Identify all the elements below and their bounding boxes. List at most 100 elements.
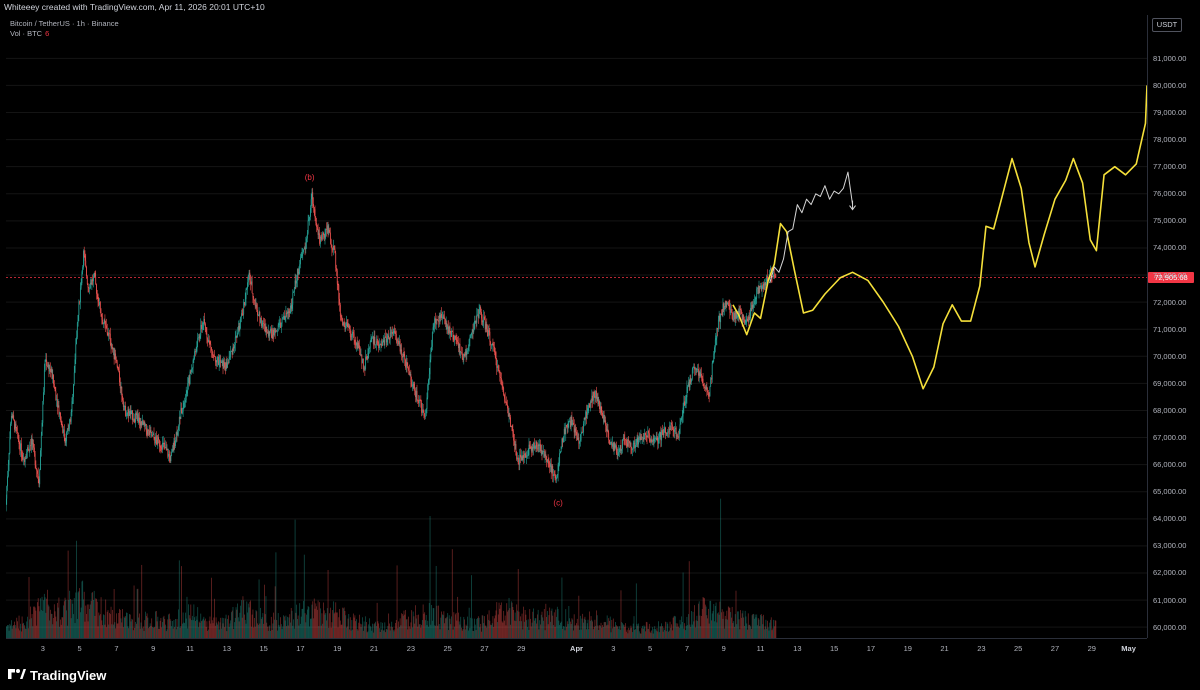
candle-body (757, 287, 758, 289)
volume-bar (505, 625, 507, 638)
candle-body (676, 435, 678, 437)
volume-bar (463, 616, 465, 638)
candle-body (762, 283, 764, 287)
volume-bar (755, 617, 757, 638)
volume-bar (659, 626, 661, 638)
volume-bar (270, 616, 272, 638)
candle-body (684, 401, 686, 406)
candle-body (74, 359, 76, 373)
volume-bar (261, 617, 263, 638)
candle-body (56, 399, 58, 408)
candle-body (369, 348, 370, 349)
volume-bar (744, 610, 746, 638)
candle-body (499, 370, 501, 378)
volume-bar (87, 621, 89, 638)
volume-bar (385, 628, 387, 638)
volume-bar (535, 618, 537, 638)
volume-bar (554, 626, 556, 638)
candle-body (448, 326, 450, 334)
candle-body (275, 331, 277, 332)
volume-bar (516, 604, 518, 638)
volume-bar (464, 629, 466, 638)
volume-bar (517, 610, 518, 638)
candle-body (92, 279, 94, 282)
volume-bar (65, 599, 67, 638)
candle-body (708, 396, 710, 397)
candle-body (431, 346, 432, 352)
volume-bar (557, 609, 559, 638)
time-axis[interactable]: 3 5 7 9 11 13 15 17 19 21 23 25 27 29 Apr 3 5 7 9 11 13 15 17 1… (6, 638, 1147, 661)
candle-body (671, 422, 672, 425)
candle-body (300, 255, 302, 258)
candle-body (349, 325, 350, 330)
volume-bar (457, 596, 459, 638)
tradingview-logo[interactable]: TradingView (8, 667, 106, 683)
candle-body (631, 448, 633, 451)
candle-body (525, 454, 527, 458)
volume-bar (645, 621, 647, 638)
candle-body (696, 369, 698, 370)
candle-body (686, 387, 688, 398)
volume-bar (359, 614, 360, 638)
symbol-title[interactable]: Bitcoin / TetherUS · 1h · Binance (10, 19, 119, 28)
volume-bar (37, 598, 39, 638)
volume-bar (695, 620, 697, 638)
candle-body (734, 312, 735, 320)
volume-bar (666, 622, 668, 638)
candle-body (592, 395, 594, 401)
candle-body (478, 309, 480, 318)
chart-legend[interactable]: Bitcoin / TetherUS · 1h · Binance Vol · … (10, 19, 119, 39)
volume-bar (536, 623, 538, 638)
candle-body (435, 319, 437, 324)
currency-unit-button[interactable]: USDT (1152, 18, 1182, 32)
volume-bar (26, 621, 28, 638)
candle-body (765, 281, 767, 286)
volume-bar (443, 611, 445, 638)
candle-body (378, 342, 380, 349)
volume-bar (410, 622, 412, 638)
chart-pane[interactable]: (b) (c) (6, 15, 1147, 638)
candle-body (333, 245, 334, 251)
candle-body (87, 283, 89, 288)
candle-body (102, 322, 104, 324)
volume-bar (503, 610, 505, 638)
volume-bar (59, 626, 61, 638)
volume-bar (363, 621, 365, 638)
candle-body (730, 309, 732, 313)
volume-bar (741, 613, 743, 638)
price-axis[interactable]: USDT 72,905.68 60,000.00 61,000.00 62,000.… (1147, 15, 1200, 638)
candle-body (675, 427, 677, 437)
candle-body (285, 312, 287, 317)
candle-body (595, 390, 597, 399)
volume-bar (258, 579, 260, 638)
volume-bar (398, 621, 400, 638)
volume-bar (60, 624, 62, 638)
candle-body (273, 329, 275, 336)
volume-bar (321, 613, 323, 638)
candle-body (515, 444, 517, 456)
candle-body (229, 356, 231, 358)
candle-body (727, 302, 728, 305)
candle-body (218, 356, 219, 365)
volume-bar (399, 618, 401, 638)
candle-body (204, 319, 206, 324)
volume-bar (549, 607, 551, 638)
volume-bar (437, 625, 439, 638)
volume-bar (272, 623, 274, 638)
price-chart[interactable]: (b)(c) (6, 15, 1147, 638)
volume-bar (401, 613, 403, 638)
volume-bar (698, 601, 700, 638)
volume-bar (362, 617, 363, 638)
volume-bar (408, 626, 410, 638)
price-tick-label: 68,000.00 (1153, 405, 1187, 415)
volume-bar (772, 628, 774, 638)
volume-bar (615, 625, 617, 638)
candle-body (710, 378, 712, 387)
candle-body (746, 318, 748, 321)
candle-body (280, 322, 281, 328)
volume-bar (281, 629, 283, 638)
volume-bar (407, 629, 409, 638)
volume-bar (353, 617, 355, 638)
candle-body (294, 280, 296, 289)
volume-legend[interactable]: Vol · BTC 6 (10, 29, 119, 39)
